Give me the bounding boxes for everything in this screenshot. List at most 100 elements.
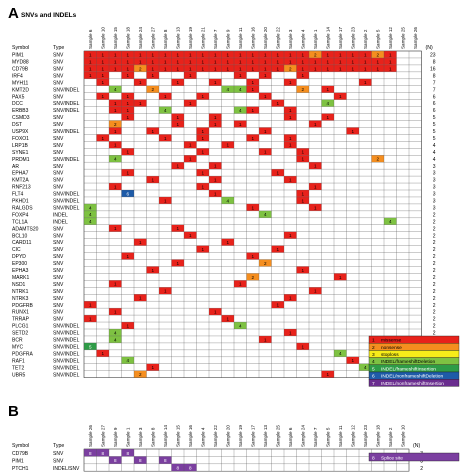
gene-count: 2 xyxy=(433,296,436,302)
mutation-code: 1 xyxy=(151,268,154,273)
mutation-cell xyxy=(246,252,259,260)
mutation-cell xyxy=(334,57,347,65)
mutation-code: 1 xyxy=(164,66,167,71)
mutation-code: 1 xyxy=(176,66,179,71)
gene-type: SNV xyxy=(53,150,64,156)
mutation-cell xyxy=(196,57,209,65)
gene-count: 2 xyxy=(433,268,436,274)
mutation-cell xyxy=(284,231,297,239)
legend-swatch xyxy=(368,452,460,462)
mutation-cell xyxy=(121,356,134,364)
gene-type: SNV xyxy=(53,136,64,142)
gene-type: SNV/INDEL xyxy=(53,199,80,205)
mutation-cell xyxy=(171,51,184,58)
mutation-code: 1 xyxy=(301,150,304,155)
mutation-cell xyxy=(334,64,347,72)
mutation-code: 1 xyxy=(264,129,267,134)
sample-label: Sample 1 xyxy=(125,427,130,447)
sample-label: Sample 27 xyxy=(100,425,105,447)
mutation-cell xyxy=(146,127,159,135)
mutation-code: 2 xyxy=(251,275,254,280)
mutation-cell xyxy=(284,329,297,336)
gene-count: 3 xyxy=(433,185,436,191)
mutation-cell xyxy=(146,85,159,93)
mutation-cell xyxy=(109,99,122,107)
sample-label: Sample 5 xyxy=(375,29,380,49)
mutation-cell xyxy=(359,64,372,72)
mutation-cell xyxy=(146,71,159,79)
mutation-cell xyxy=(309,64,322,72)
gene-type: SNV xyxy=(53,317,64,323)
sample-label: Sample 15 xyxy=(175,425,180,447)
mutation-cell xyxy=(209,78,222,86)
mutation-cell xyxy=(271,245,284,253)
mutation-cell xyxy=(284,51,297,58)
mutation-cell xyxy=(296,71,309,79)
gene-type: SNV/INDEL xyxy=(53,205,80,211)
gene-symbol: NTRK3 xyxy=(12,296,29,302)
mutation-cell xyxy=(159,51,172,58)
gene-symbol: MYC xyxy=(12,344,24,350)
mutation-code: 1 xyxy=(251,205,254,210)
mutation-cell xyxy=(121,106,134,114)
mutation-code: 1 xyxy=(339,94,342,99)
mutation-cell xyxy=(234,322,247,329)
mutation-code: 1 xyxy=(351,129,354,134)
gene-type: SNV xyxy=(53,80,64,86)
gene-count: 3 xyxy=(433,192,436,198)
gene-count: 6 xyxy=(433,108,436,114)
mutation-cell xyxy=(134,99,147,107)
gene-count: 3 xyxy=(433,205,436,211)
mutation-code: 4 xyxy=(326,101,329,106)
sample-label: Sample 16 xyxy=(188,425,193,447)
mutation-cell xyxy=(121,322,134,329)
mutation-cell xyxy=(96,349,109,357)
legend-label: INDEL/nonframeshiftDeletion xyxy=(381,374,443,380)
mutation-code: 6 xyxy=(126,191,129,196)
mutation-cell xyxy=(234,280,247,288)
gene-type: INDEL xyxy=(53,212,68,218)
sample-label: Sample 8 xyxy=(150,427,155,447)
mutation-cell xyxy=(134,78,147,86)
mutation-code: 4 xyxy=(389,219,392,224)
mutation-code: 1 xyxy=(314,122,317,127)
gene-symbol: RALGDS xyxy=(12,205,33,211)
sample-label: Sample 25 xyxy=(275,425,280,447)
mutation-code: 4 xyxy=(114,157,117,162)
mutation-cell xyxy=(296,190,309,197)
mutation-cell xyxy=(146,266,159,274)
mutation-code: 1 xyxy=(114,101,117,106)
legend-label: INDEL/frameshiftInsertion xyxy=(381,366,436,372)
gene-count: 3 xyxy=(433,178,436,184)
mutation-cell xyxy=(259,335,272,343)
mutation-code: 1 xyxy=(101,52,104,57)
gene-symbol: PIM1 xyxy=(12,458,24,464)
gene-symbol: KMT2A xyxy=(12,178,29,184)
mutation-code: 1 xyxy=(264,94,267,99)
mutation-code: 1 xyxy=(214,310,217,315)
sample-label: Sample 13 xyxy=(175,27,180,49)
mutation-cell xyxy=(284,176,297,184)
sample-label: Sample 23 xyxy=(350,27,355,49)
mutation-cell xyxy=(159,287,172,295)
mutation-cell xyxy=(159,134,172,142)
gene-count: 2 xyxy=(433,289,436,295)
sample-label: Sample 14 xyxy=(325,27,330,49)
mutation-code: 8 xyxy=(189,466,192,471)
type-header: Type xyxy=(53,45,64,51)
sample-label: Sample 4 xyxy=(300,29,305,49)
legend-code: 2 xyxy=(372,345,375,351)
mutation-cell xyxy=(334,273,347,281)
mutation-code: 1 xyxy=(214,66,217,71)
gene-type: INDEL/SNV xyxy=(53,466,80,472)
gene-type: SNV xyxy=(53,73,64,79)
mutation-code: 2 xyxy=(314,52,317,57)
mutation-cell xyxy=(209,190,222,197)
mutation-cell xyxy=(109,280,122,288)
gene-type: SNV xyxy=(53,240,64,246)
mutation-code: 1 xyxy=(164,136,167,141)
mutation-code: 1 xyxy=(189,73,192,78)
mutation-cell xyxy=(259,148,272,156)
gene-count: 3 xyxy=(433,171,436,177)
mutation-code: 1 xyxy=(189,143,192,148)
